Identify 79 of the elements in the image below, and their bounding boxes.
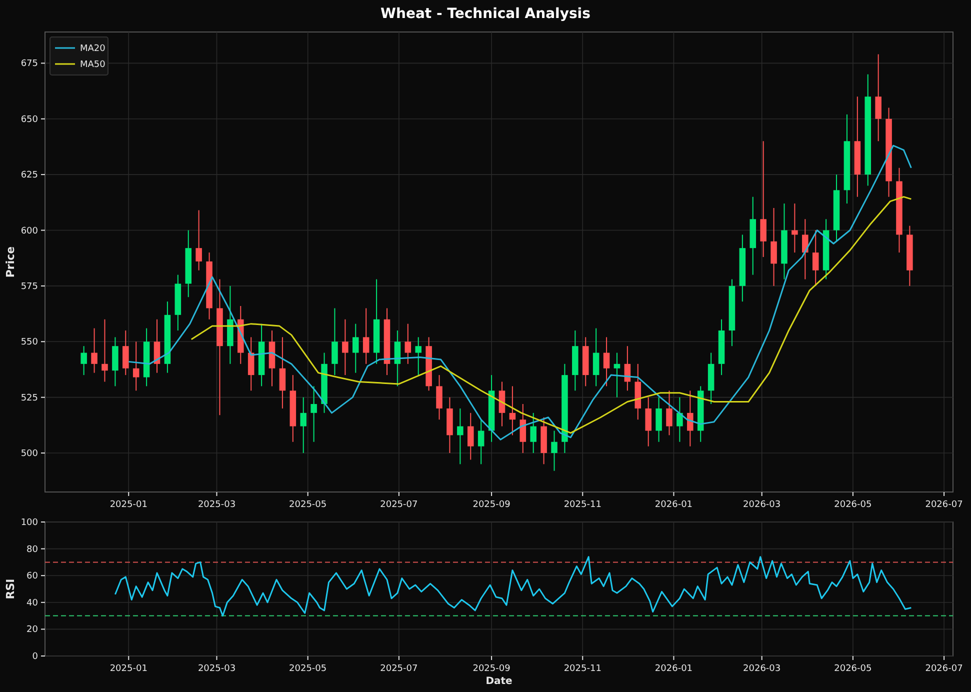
candlestick (645, 396, 652, 447)
candlestick (770, 207, 777, 286)
y-axis-title: RSI (4, 578, 17, 600)
x-tick-label: 2026-03 (743, 500, 781, 510)
x-axis-title: Date (486, 676, 513, 687)
candlestick (614, 352, 620, 398)
candlestick (457, 408, 464, 465)
y-tick-label: 650 (20, 114, 38, 125)
legend-label: MA20 (80, 44, 106, 54)
candlestick (478, 419, 484, 465)
candlestick (436, 374, 442, 420)
candlestick (342, 318, 348, 376)
y-tick-label: 625 (20, 170, 38, 181)
x-tick-label: 2026-01 (654, 664, 693, 674)
y-tick-label: 525 (20, 393, 38, 404)
candlestick (467, 412, 474, 460)
x-tick-label: 2025-11 (564, 500, 602, 510)
candlestick (875, 54, 882, 142)
candlestick (132, 341, 140, 392)
x-tick-label: 2026-07 (925, 500, 963, 510)
candlestick (102, 318, 108, 382)
candlestick (196, 210, 202, 271)
x-tick-label: 2025-07 (380, 664, 418, 674)
x-tick-label: 2025-01 (110, 500, 148, 510)
candlestick (760, 140, 766, 258)
y-tick-label: 600 (20, 226, 38, 236)
candlestick (802, 218, 808, 280)
candlestick (80, 346, 87, 376)
y-tick-label: 100 (20, 518, 38, 528)
candlestick (676, 396, 683, 442)
candlestick (592, 328, 600, 387)
y-tick-label: 575 (20, 282, 38, 292)
x-tick-label: 2025-05 (289, 664, 327, 674)
candlestick (603, 336, 610, 387)
x-tick-label: 2025-03 (198, 500, 236, 510)
x-tick-label: 2025-03 (198, 664, 236, 674)
x-tick-label: 2025-09 (472, 500, 511, 510)
x-tick-label: 2026-05 (834, 664, 872, 674)
candlestick (656, 396, 662, 442)
candlestick (551, 430, 558, 472)
x-tick-label: 2026-05 (834, 500, 872, 510)
candlestick (687, 390, 694, 447)
legend-label: MA50 (80, 60, 106, 70)
x-tick-label: 2026-01 (654, 500, 693, 510)
y-tick-label: 60 (26, 572, 38, 582)
y-tick-label: 20 (26, 625, 38, 636)
chart-title: Wheat - Technical Analysis (380, 6, 590, 22)
x-tick-label: 2026-07 (925, 664, 963, 674)
candlestick (310, 386, 317, 442)
candlestick (352, 323, 359, 374)
candlestick (666, 390, 672, 436)
y-tick-label: 500 (20, 449, 38, 460)
candlestick (394, 330, 401, 387)
candlestick (332, 308, 338, 376)
y-tick-label: 550 (20, 338, 38, 348)
candlestick (91, 328, 98, 374)
candlestick (300, 396, 306, 454)
x-tick-label: 2025-01 (110, 664, 148, 674)
x-tick-label: 2025-09 (472, 664, 511, 674)
y-tick-label: 675 (20, 59, 38, 70)
line-series (114, 556, 912, 617)
candlestick (509, 386, 516, 436)
candlestick (122, 330, 129, 376)
candlestick (362, 308, 370, 364)
line-series (190, 196, 912, 434)
x-tick-label: 2025-11 (564, 664, 602, 674)
candlestick (404, 323, 412, 364)
candlestick (530, 412, 536, 454)
candlestick (415, 336, 422, 376)
candlestick (792, 203, 798, 254)
candlestick (812, 230, 819, 286)
y-tick-label: 40 (26, 598, 38, 608)
y-axis-title: Price (4, 246, 17, 278)
x-tick-label: 2025-05 (289, 500, 327, 510)
x-tick-label: 2026-03 (743, 664, 781, 674)
y-tick-label: 0 (32, 652, 38, 662)
y-tick-label: 80 (26, 544, 38, 555)
candlestick (279, 336, 286, 409)
x-tick-label: 2025-07 (380, 500, 418, 510)
